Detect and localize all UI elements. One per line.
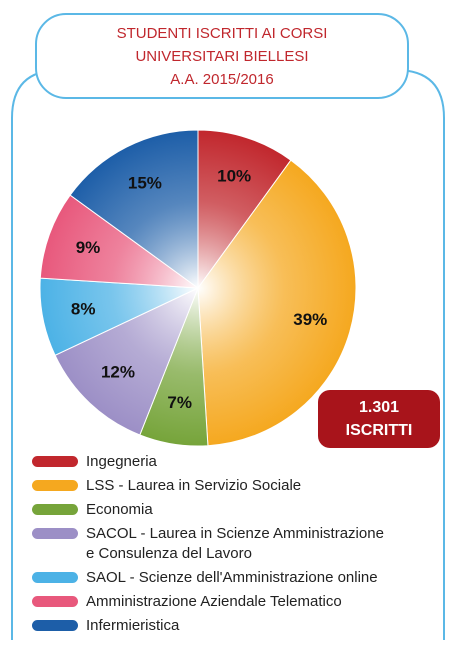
legend-swatch bbox=[32, 528, 78, 539]
legend-label: Ingegneria bbox=[86, 453, 157, 470]
legend-swatch bbox=[32, 456, 78, 467]
legend-swatch bbox=[32, 504, 78, 515]
slice bbox=[197, 129, 292, 290]
title-box bbox=[35, 13, 409, 99]
legend-item: LSS - Laurea in Servizio Sociale bbox=[32, 476, 452, 496]
legend-swatch bbox=[32, 480, 78, 491]
pie: 10% 39% 7% 12% 8% 9% 15% bbox=[39, 129, 357, 447]
legend-label: Amministrazione Aziendale Telematico bbox=[86, 593, 342, 610]
title-line: STUDENTI ISCRITTI AI CORSI bbox=[117, 25, 328, 42]
legend-label: SACOL - Laurea in Scienze Amministrazion… bbox=[86, 525, 384, 562]
legend-item: SAOL - Scienze dell'Amministrazione onli… bbox=[32, 568, 452, 588]
legend-swatch bbox=[32, 596, 78, 607]
slice bbox=[69, 129, 199, 289]
badge bbox=[318, 390, 440, 448]
data-label: 12% bbox=[101, 363, 135, 382]
legend-label: SAOL - Scienze dell'Amministrazione onli… bbox=[86, 569, 378, 586]
legend-item: Infermieristica bbox=[32, 616, 452, 636]
data-label: 9% bbox=[76, 238, 101, 257]
legend-swatch bbox=[32, 572, 78, 583]
legend-item: Ingegneria bbox=[32, 452, 452, 472]
data-label: 8% bbox=[71, 299, 96, 318]
badge-text: 1.301 bbox=[359, 399, 399, 416]
title-line: A.A. 2015/2016 bbox=[170, 71, 273, 88]
legend-item: Amministrazione Aziendale Telematico bbox=[32, 592, 452, 612]
slice bbox=[39, 194, 200, 289]
data-label: 10% bbox=[217, 166, 251, 185]
legend: Ingegneria LSS - Laurea in Servizio Socia… bbox=[32, 452, 452, 640]
legend-label: LSS - Laurea in Servizio Sociale bbox=[86, 477, 302, 494]
data-label: 7% bbox=[167, 393, 192, 412]
title-line: UNIVERSITARI BIELLESI bbox=[135, 48, 308, 65]
data-label: 15% bbox=[128, 173, 162, 192]
legend-label: Infermieristica bbox=[86, 617, 180, 634]
slice bbox=[54, 287, 199, 436]
legend-item: Economia bbox=[32, 500, 452, 520]
badge-text: ISCRITTI bbox=[346, 422, 413, 439]
legend-label: Economia bbox=[86, 501, 153, 518]
legend-item: SACOL - Laurea in Scienze Amministrazion… bbox=[32, 524, 452, 564]
slice bbox=[197, 159, 357, 447]
legend-swatch bbox=[32, 620, 78, 631]
data-label: 39% bbox=[293, 310, 327, 329]
